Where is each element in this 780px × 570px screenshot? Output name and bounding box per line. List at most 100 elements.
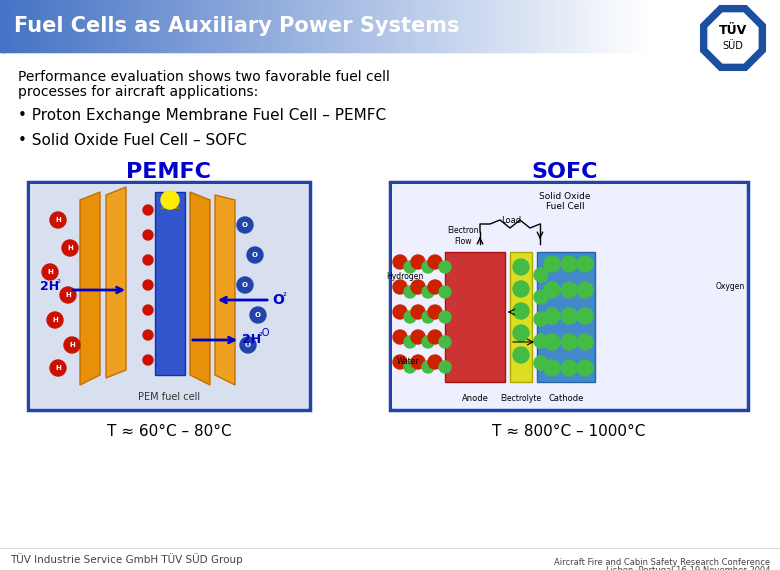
Circle shape <box>404 336 416 348</box>
Bar <box>300 0 303 52</box>
Bar <box>489 0 491 52</box>
Bar <box>195 0 197 52</box>
Bar <box>158 0 160 52</box>
Bar <box>306 0 307 52</box>
Bar <box>104 0 106 52</box>
Bar <box>447 0 449 52</box>
Bar <box>265 0 267 52</box>
Bar <box>267 0 268 52</box>
Text: ₂O: ₂O <box>259 328 271 338</box>
Bar <box>120 0 122 52</box>
Bar <box>138 0 140 52</box>
Bar <box>154 0 157 52</box>
Bar <box>476 0 478 52</box>
Circle shape <box>534 312 548 326</box>
Circle shape <box>534 356 548 370</box>
Bar <box>403 0 405 52</box>
Text: O: O <box>242 282 248 288</box>
Bar <box>396 0 399 52</box>
Bar <box>234 0 236 52</box>
Polygon shape <box>80 192 100 385</box>
Circle shape <box>393 280 407 294</box>
Polygon shape <box>106 187 126 378</box>
Circle shape <box>42 264 58 280</box>
Text: Aircraft Fire and Cabin Safety Research Conference: Aircraft Fire and Cabin Safety Research … <box>554 558 770 567</box>
Text: PEMFC: PEMFC <box>126 162 211 182</box>
Bar <box>273 0 275 52</box>
Bar <box>606 0 608 52</box>
Bar <box>312 0 314 52</box>
Text: PEM fuel cell: PEM fuel cell <box>138 392 200 402</box>
Bar <box>346 0 348 52</box>
Bar <box>573 0 576 52</box>
Bar <box>598 0 600 52</box>
Bar <box>185 0 187 52</box>
Bar <box>510 252 532 382</box>
Bar <box>133 0 136 52</box>
Circle shape <box>544 308 560 324</box>
Bar <box>78 0 80 52</box>
Bar <box>156 0 158 52</box>
Bar <box>604 0 607 52</box>
Bar <box>18 0 20 52</box>
Bar <box>309 0 311 52</box>
Bar <box>429 0 431 52</box>
Circle shape <box>411 330 425 344</box>
Circle shape <box>561 360 577 376</box>
Text: H: H <box>67 245 73 251</box>
Circle shape <box>404 286 416 298</box>
Bar <box>91 0 93 52</box>
Circle shape <box>439 361 451 373</box>
Circle shape <box>439 261 451 273</box>
Circle shape <box>50 212 66 228</box>
Circle shape <box>143 330 153 340</box>
Bar <box>509 0 511 52</box>
Bar <box>413 0 415 52</box>
Circle shape <box>250 307 266 323</box>
Bar <box>611 0 613 52</box>
Bar <box>603 0 605 52</box>
Bar <box>566 0 568 52</box>
Bar <box>286 0 288 52</box>
Circle shape <box>577 256 593 272</box>
Text: Anode: Anode <box>462 394 488 403</box>
Bar <box>102 0 105 52</box>
Circle shape <box>411 255 425 269</box>
Bar <box>282 0 285 52</box>
Circle shape <box>47 312 63 328</box>
Bar <box>15 0 16 52</box>
Bar <box>562 0 565 52</box>
Circle shape <box>161 191 179 209</box>
Bar <box>135 0 137 52</box>
Bar <box>225 0 226 52</box>
Bar <box>554 0 556 52</box>
Circle shape <box>544 256 560 272</box>
Text: Electrolyte: Electrolyte <box>501 394 541 403</box>
Bar <box>239 0 241 52</box>
Bar <box>288 0 289 52</box>
Bar <box>136 0 139 52</box>
Bar <box>51 0 52 52</box>
Bar <box>159 0 161 52</box>
Text: processes for aircraft applications:: processes for aircraft applications: <box>18 85 258 99</box>
Bar <box>576 0 577 52</box>
Circle shape <box>404 361 416 373</box>
Bar <box>123 0 126 52</box>
Bar <box>20 0 22 52</box>
Bar <box>590 0 592 52</box>
Bar <box>270 0 272 52</box>
Bar <box>213 0 215 52</box>
Bar <box>622 0 625 52</box>
Bar <box>466 0 469 52</box>
Bar <box>540 0 541 52</box>
Bar <box>618 0 619 52</box>
Bar <box>317 0 319 52</box>
Text: 2H: 2H <box>40 280 59 293</box>
Bar <box>9 0 12 52</box>
Bar <box>98 0 100 52</box>
Circle shape <box>534 268 548 282</box>
Text: Solid Oxide: Solid Oxide <box>539 192 590 201</box>
Polygon shape <box>700 6 765 70</box>
Bar <box>330 0 332 52</box>
Bar <box>593 0 595 52</box>
